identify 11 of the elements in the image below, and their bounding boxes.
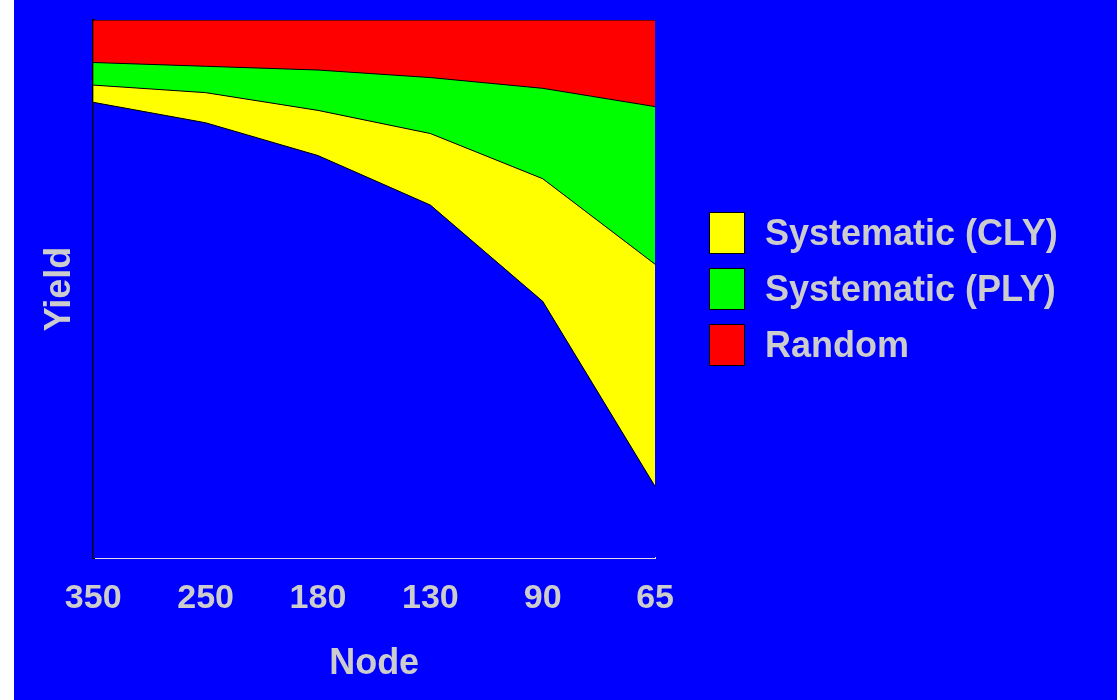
x-tick-label: 65 (636, 576, 674, 615)
x-tick-label: 130 (401, 576, 459, 615)
x-tick-label: 350 (64, 576, 122, 615)
x-tick-label: 90 (523, 576, 562, 615)
y-axis-title: Yield (36, 246, 78, 332)
x-axis-title: Node (329, 641, 420, 683)
x-tick-label: 180 (289, 576, 347, 615)
legend-label: Systematic (PLY) (765, 268, 1056, 310)
legend-label: Random (765, 324, 909, 366)
legend-label: Systematic (CLY) (765, 212, 1058, 254)
x-tick-label: 250 (177, 576, 234, 615)
